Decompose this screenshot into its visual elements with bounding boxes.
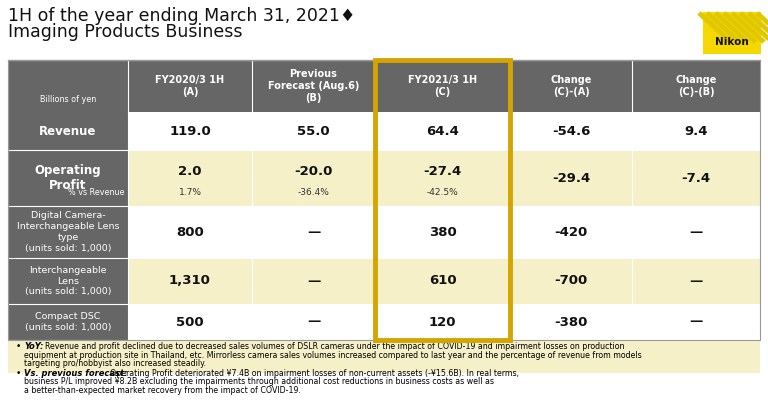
Text: Operating
Profit: Operating Profit (35, 164, 101, 192)
Bar (703, 12, 761, 54)
Text: -29.4: -29.4 (552, 171, 590, 184)
Text: Vs. previous forecast:: Vs. previous forecast: (24, 369, 127, 378)
Text: —: — (690, 316, 703, 329)
Text: Compact DSC
(units sold: 1,000): Compact DSC (units sold: 1,000) (25, 312, 111, 332)
Text: -42.5%: -42.5% (427, 188, 458, 197)
Text: 610: 610 (429, 274, 456, 287)
Text: -36.4%: -36.4% (297, 188, 329, 197)
Text: 55.0: 55.0 (297, 125, 329, 138)
Bar (8, 304, 128, 340)
Bar (8, 258, 128, 304)
Text: —: — (690, 226, 703, 239)
Text: •: • (16, 369, 22, 378)
Text: 800: 800 (176, 226, 204, 239)
Text: 120: 120 (429, 316, 456, 329)
Bar (128, 304, 760, 340)
Bar (8, 340, 760, 373)
Text: Change
(C)-(B): Change (C)-(B) (675, 75, 717, 97)
Text: 380: 380 (429, 226, 456, 239)
Text: Interchangeable
Lens
(units sold: 1,000): Interchangeable Lens (units sold: 1,000) (25, 266, 111, 296)
Text: 119.0: 119.0 (169, 125, 211, 138)
Text: 9.4: 9.4 (684, 125, 708, 138)
Bar (128, 258, 760, 304)
Bar (128, 206, 760, 258)
Text: a better-than-expected market recovery from the impact of COVID-19.: a better-than-expected market recovery f… (24, 386, 301, 395)
Bar (375, 60, 510, 340)
Text: 1H of the year ending March 31, 2021♦: 1H of the year ending March 31, 2021♦ (8, 7, 356, 25)
Text: -27.4: -27.4 (423, 165, 462, 178)
Text: 1.7%: 1.7% (178, 188, 201, 197)
Text: -20.0: -20.0 (294, 165, 333, 178)
Text: -7.4: -7.4 (681, 171, 710, 184)
Text: 2.0: 2.0 (178, 165, 202, 178)
Text: •: • (16, 342, 22, 351)
Text: —: — (306, 316, 320, 329)
Text: 1,310: 1,310 (169, 274, 211, 287)
Text: —: — (306, 226, 320, 239)
Text: Imaging Products Business: Imaging Products Business (8, 23, 243, 41)
Text: Previous
Forecast (Aug.6)
(B): Previous Forecast (Aug.6) (B) (268, 69, 359, 103)
Text: 500: 500 (176, 316, 204, 329)
Text: Billions of yen: Billions of yen (40, 95, 96, 104)
Text: -54.6: -54.6 (552, 125, 590, 138)
Bar (8, 206, 128, 258)
Text: Change
(C)-(A): Change (C)-(A) (551, 75, 591, 97)
Text: % vs Revenue: % vs Revenue (68, 188, 124, 197)
Text: Nikon: Nikon (715, 37, 749, 47)
Text: targeting pro/hobbyist also increased steadily.: targeting pro/hobbyist also increased st… (24, 359, 206, 368)
Text: equipment at production site in Thailand, etc. Mirrorless camera sales volumes i: equipment at production site in Thailand… (24, 351, 642, 359)
Bar (8, 150, 128, 206)
Text: Operating Profit deteriorated ¥7.4B on impairment losses of non-current assets (: Operating Profit deteriorated ¥7.4B on i… (110, 369, 519, 378)
Text: 64.4: 64.4 (426, 125, 459, 138)
Bar (128, 112, 760, 150)
Bar (8, 60, 760, 340)
Text: YoY:: YoY: (24, 342, 44, 351)
Bar (8, 60, 760, 112)
Text: FY2021/3 1H
(C): FY2021/3 1H (C) (408, 75, 477, 97)
Text: -380: -380 (554, 316, 588, 329)
Text: business P/L improved ¥8.2B excluding the impairments through additional cost re: business P/L improved ¥8.2B excluding th… (24, 377, 494, 387)
Text: -420: -420 (554, 226, 588, 239)
Text: Digital Camera-
Interchangeable Lens
type
(units sold: 1,000): Digital Camera- Interchangeable Lens typ… (17, 211, 119, 253)
Text: FY2020/3 1H
(A): FY2020/3 1H (A) (155, 75, 224, 97)
Bar (128, 150, 760, 206)
Text: —: — (690, 274, 703, 287)
Text: Revenue: Revenue (39, 125, 97, 138)
Text: -700: -700 (554, 274, 588, 287)
Bar (8, 112, 128, 150)
Text: —: — (306, 274, 320, 287)
Text: Revenue and profit declined due to decreased sales volumes of DSLR cameras under: Revenue and profit declined due to decre… (45, 342, 624, 351)
